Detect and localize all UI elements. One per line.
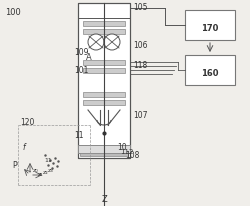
Text: 107: 107 [133,110,148,119]
Bar [78,3,130,158]
Bar [83,29,125,34]
Text: f: f [22,144,25,152]
Text: 100: 100 [5,7,21,16]
Bar [83,92,125,97]
Text: z₀: z₀ [33,167,39,172]
Text: Z: Z [101,195,107,205]
Text: 105: 105 [133,2,148,12]
Text: 11: 11 [74,130,84,139]
Text: 11: 11 [44,158,52,163]
Text: 101: 101 [74,66,88,75]
Circle shape [88,34,104,50]
Bar [83,60,125,65]
Bar [185,10,235,40]
Text: 109: 109 [74,48,88,56]
Text: 108: 108 [125,151,140,159]
Text: 10: 10 [117,144,127,152]
Bar [83,68,125,73]
Text: z₂: z₂ [43,170,49,174]
Bar [78,3,130,158]
Bar [78,145,130,153]
Text: z₁: z₁ [38,172,44,178]
Text: 120: 120 [20,117,34,126]
Text: 118: 118 [133,61,147,69]
Text: 106: 106 [133,41,148,49]
Bar [80,153,128,156]
Text: 160: 160 [201,69,219,77]
Bar [83,100,125,105]
Text: 170: 170 [201,23,219,33]
Circle shape [104,34,120,50]
Text: Pᴵ: Pᴵ [12,160,18,170]
Text: z₃: z₃ [48,167,54,172]
Bar [83,21,125,26]
Text: A: A [86,53,92,62]
Text: 112: 112 [120,149,134,155]
Bar [185,55,235,85]
